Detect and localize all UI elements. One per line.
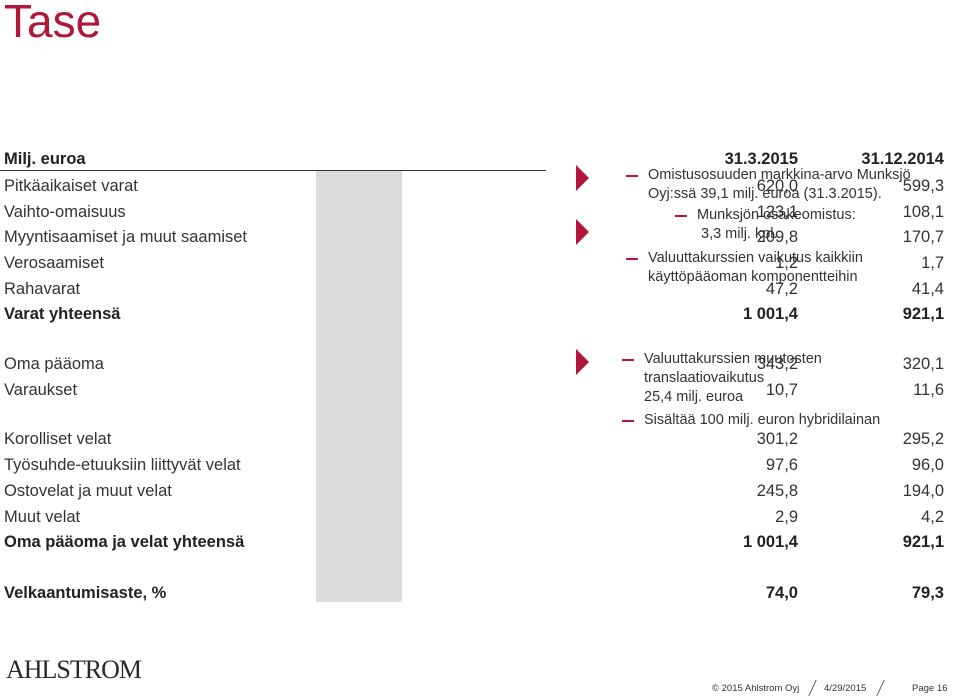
- table-row: Oma pääoma 343,2 320,1: [0, 355, 944, 379]
- table-row: Työsuhde-etuuksiin liittyvät velat 97,6 …: [0, 456, 944, 480]
- row-value-2015: 74,0: [765, 584, 798, 602]
- row-value-2015: 301,2: [756, 430, 798, 448]
- table-row: Varaukset 10,7 11,6: [0, 381, 944, 405]
- row-value-2014: 921,1: [902, 533, 944, 551]
- liabilities-total-row: Oma pääoma ja velat yhteensä 1 001,4 921…: [0, 533, 944, 557]
- row-label: Muut velat: [4, 508, 81, 526]
- arrow-icon: [576, 349, 589, 375]
- dash-icon: [626, 258, 638, 260]
- row-value-2015: 2,9: [775, 508, 798, 526]
- row-value-2014: 599,3: [902, 177, 944, 195]
- row-value-2014: 170,7: [902, 228, 944, 246]
- footer-date: 4/29/2015: [824, 683, 867, 694]
- dash-icon: [622, 420, 634, 422]
- table-row: Verosaamiset 1,2 1,7: [0, 254, 944, 278]
- row-value-2014: 11,6: [913, 381, 944, 399]
- ahlstrom-logo-mark: AHLSTROM: [6, 655, 143, 684]
- note-text: Omistusosuuden markkina-arvo Munksjö: [648, 167, 911, 183]
- row-value-2014: 41,4: [911, 280, 944, 298]
- row-label: Vaihto-omaisuus: [4, 203, 126, 221]
- row-value-2014: 4,2: [921, 508, 944, 526]
- row-label: Verosaamiset: [4, 254, 104, 272]
- note-sub-bullet: Munksjön osakeomistus: 3,3 milj. kpl.: [675, 206, 856, 244]
- arrow-icon: [576, 165, 589, 191]
- row-label: Ostovelat ja muut velat: [4, 482, 172, 500]
- row-value-2014: 295,2: [902, 430, 944, 448]
- row-value-2015: 10,7: [765, 381, 798, 399]
- table-row: Rahavarat 47,2 41,4: [0, 280, 944, 304]
- row-label: Myyntisaamiset ja muut saamiset: [4, 228, 247, 246]
- ahlstrom-logo: AHLSTROM: [6, 655, 146, 687]
- dash-icon: [622, 359, 634, 361]
- row-value-2015: 1,2: [775, 254, 798, 272]
- row-label: Velkaantumisaste, %: [4, 584, 167, 602]
- note-text: 3,3 milj. kpl.: [701, 226, 778, 242]
- table-row: Korolliset velat 301,2 295,2: [0, 430, 944, 454]
- note-text: translaatiovaikutus: [644, 370, 765, 386]
- note-text: käyttöpääoman komponentteihin: [648, 269, 858, 285]
- row-label: Oma pääoma: [4, 355, 104, 373]
- note-bullet: Valuuttakurssien vaikutus kaikkiin käytt…: [626, 249, 863, 287]
- header-col2: 31.12.2014: [861, 150, 944, 168]
- note-text: Munksjön osakeomistus:: [697, 207, 856, 223]
- row-value-2015: 47,2: [765, 280, 798, 298]
- table-row: Ostovelat ja muut velat 245,8 194,0: [0, 482, 944, 506]
- row-value-2014: 921,1: [902, 305, 944, 323]
- note-bullet: Sisältää 100 milj. euron hybridilainan: [622, 411, 881, 430]
- logo-wordmark: AHLSTROM: [6, 656, 142, 682]
- row-label: Varaukset: [4, 381, 78, 399]
- row-label: Oma pääoma ja velat yhteensä: [4, 533, 245, 551]
- header-rule: [0, 170, 546, 171]
- assets-total-row: Varat yhteensä 1 001,4 921,1: [0, 305, 944, 329]
- table-row: Myyntisaamiset ja muut saamiset 209,8 17…: [0, 228, 944, 252]
- row-value-2015: 245,8: [756, 482, 798, 500]
- row-value-2014: 1,7: [921, 254, 944, 272]
- row-value-2015: 123,1: [756, 203, 798, 221]
- note-bullet: Valuuttakurssien muutosten translaatiova…: [622, 350, 822, 407]
- table-row: Muut velat 2,9 4,2: [0, 508, 944, 532]
- note-bullet: Omistusosuuden markkina-arvo Munksjö Oyj…: [626, 166, 911, 204]
- gearing-row: Velkaantumisaste, % 74,0 79,3: [0, 584, 944, 608]
- footer-divider: [876, 680, 885, 696]
- row-value-2015: 620,0: [756, 177, 798, 195]
- row-label: Korolliset velat: [4, 430, 112, 448]
- note-text: 25,4 milj. euroa: [644, 389, 744, 405]
- row-value-2015: 209,8: [756, 228, 798, 246]
- dash-icon: [626, 175, 638, 177]
- row-value-2015: 343,2: [756, 355, 798, 373]
- note-text: Valuuttakurssien muutosten: [644, 351, 822, 367]
- row-value-2014: 320,1: [902, 355, 944, 373]
- note-text: Oyj:ssä 39,1 milj. euroa (31.3.2015).: [648, 186, 882, 202]
- table-header: Milj. euroa 31.3.2015 31.12.2014: [0, 150, 944, 174]
- header-col1: 31.3.2015: [724, 150, 798, 168]
- note-text: Sisältää 100 milj. euron hybridilainan: [644, 412, 881, 428]
- row-value-2014: 79,3: [911, 584, 944, 602]
- page-title: Tase: [4, 0, 102, 47]
- arrow-icon: [576, 219, 589, 245]
- row-label: Varat yhteensä: [4, 305, 121, 323]
- table-row: Pitkäaikaiset varat 620,0 599,3: [0, 177, 944, 201]
- note-text: Valuuttakurssien vaikutus kaikkiin: [648, 250, 863, 266]
- row-value-2014: 194,0: [902, 482, 944, 500]
- row-value-2015: 1 001,4: [742, 305, 798, 323]
- header-label: Milj. euroa: [4, 150, 86, 168]
- row-label: Työsuhde-etuuksiin liittyvät velat: [4, 456, 241, 474]
- row-value-2014: 96,0: [911, 456, 944, 474]
- footer-copyright: © 2015 Ahlstrom Oyj: [712, 683, 800, 694]
- row-value-2015: 97,6: [765, 456, 798, 474]
- row-value-2015: 1 001,4: [742, 533, 798, 551]
- row-label: Rahavarat: [4, 280, 81, 298]
- table-row: Vaihto-omaisuus 123,1 108,1: [0, 203, 944, 227]
- footer-divider: [808, 680, 817, 696]
- dash-icon: [675, 215, 687, 217]
- footer-page: Page 16: [912, 683, 948, 694]
- column-shading: [316, 170, 402, 602]
- row-value-2014: 108,1: [902, 203, 944, 221]
- row-label: Pitkäaikaiset varat: [4, 177, 138, 195]
